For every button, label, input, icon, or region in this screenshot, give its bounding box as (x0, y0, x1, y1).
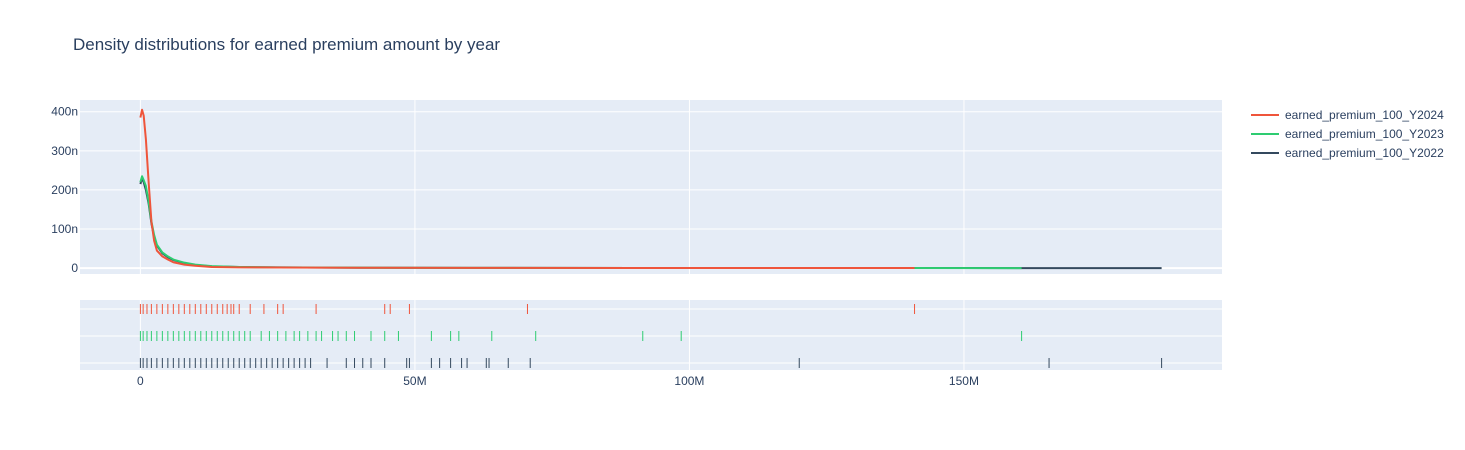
density-plot-area (80, 100, 1222, 274)
x-tick-label: 100M (674, 374, 704, 388)
y-axis: 0 100n 200n 300n 400n (51, 105, 78, 275)
rug-row-earned_premium_100_Y2023 (139, 331, 1023, 341)
x-tick-label: 50M (403, 374, 426, 388)
x-tick-label: 150M (949, 374, 979, 388)
y-tick-label: 100n (51, 222, 78, 236)
legend-item[interactable]: earned_premium_100_Y2022 (1251, 146, 1444, 160)
y-tick-label: 400n (51, 105, 78, 119)
rug-series (139, 304, 1163, 368)
legend-label: earned_premium_100_Y2024 (1285, 108, 1444, 122)
x-axis: 0 50M 100M 150M (137, 374, 979, 388)
legend-item[interactable]: earned_premium_100_Y2023 (1251, 127, 1444, 141)
y-tick-label: 200n (51, 183, 78, 197)
y-tick-label: 0 (71, 261, 78, 275)
rug-row-earned_premium_100_Y2022 (139, 358, 1163, 368)
x-tick-label: 0 (137, 374, 144, 388)
rug-row-earned_premium_100_Y2024 (139, 304, 916, 314)
rug-plot-area (80, 300, 1222, 370)
y-tick-label: 300n (51, 144, 78, 158)
chart-title: Density distributions for earned premium… (73, 35, 500, 54)
density-series (139, 108, 1162, 270)
density-line-earned_premium_100_Y2024 (139, 108, 915, 270)
legend[interactable]: earned_premium_100_Y2024 earned_premium_1… (1251, 108, 1444, 160)
legend-label: earned_premium_100_Y2022 (1285, 146, 1444, 160)
legend-item[interactable]: earned_premium_100_Y2024 (1251, 108, 1444, 122)
legend-label: earned_premium_100_Y2023 (1285, 127, 1444, 141)
